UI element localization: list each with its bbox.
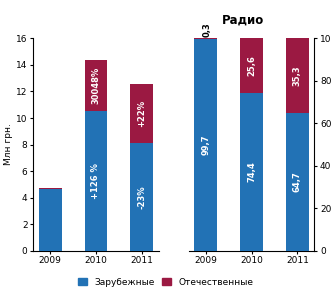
Bar (130, 143, 153, 251)
Text: 99,7: 99,7 (201, 135, 210, 155)
Text: Радио: Радио (222, 14, 264, 27)
Bar (286, 113, 309, 251)
Bar (84, 60, 108, 111)
Bar (286, 38, 309, 113)
Bar (240, 93, 263, 251)
Bar (130, 84, 153, 143)
Text: 74,4: 74,4 (247, 161, 256, 182)
Text: +126 %: +126 % (91, 163, 101, 199)
Bar (194, 38, 217, 39)
Text: 0,3: 0,3 (202, 22, 211, 37)
Bar (39, 189, 62, 251)
Text: 35,3: 35,3 (293, 65, 302, 86)
Text: 64,7: 64,7 (293, 172, 302, 192)
Bar (240, 38, 263, 93)
Text: -23%: -23% (137, 185, 146, 209)
Bar (84, 111, 108, 251)
Legend: Зарубежные, Отечественные: Зарубежные, Отечественные (74, 274, 257, 291)
Text: 30048%: 30048% (91, 67, 101, 104)
Bar (194, 39, 217, 251)
Y-axis label: Млн грн.: Млн грн. (4, 124, 13, 165)
Text: +22%: +22% (137, 100, 146, 127)
Text: 25,6: 25,6 (247, 55, 256, 76)
